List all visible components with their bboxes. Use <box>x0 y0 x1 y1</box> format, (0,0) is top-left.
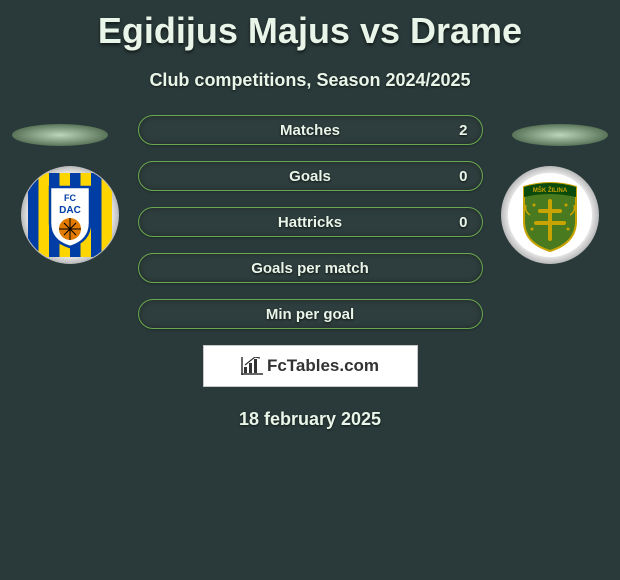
club-badge-right: MŠK ŽILINA <box>500 165 600 265</box>
club-badge-left: FC DAC <box>20 165 120 265</box>
stat-value: 0 <box>459 168 467 185</box>
stat-label: Matches <box>280 122 340 139</box>
stat-label: Hattricks <box>278 214 342 231</box>
date-label: 18 february 2025 <box>0 409 620 430</box>
player-shadow-right <box>510 123 610 147</box>
stat-row-goals-per-match: Goals per match <box>138 253 483 283</box>
svg-text:DAC: DAC <box>59 205 81 216</box>
stat-value: 2 <box>459 122 467 139</box>
comparison-panel: FC DAC MŠK ŽILINA <box>0 115 620 430</box>
stat-label: Goals per match <box>251 260 369 277</box>
svg-text:FC: FC <box>64 193 76 203</box>
svg-text:MŠK ŽILINA: MŠK ŽILINA <box>533 186 568 194</box>
brand-logo-box: FcTables.com <box>203 345 418 387</box>
stat-label: Min per goal <box>266 306 354 323</box>
stat-rows: Matches 2 Goals 0 Hattricks 0 Goals per … <box>138 115 483 329</box>
chart-icon <box>241 357 263 375</box>
stat-row-min-per-goal: Min per goal <box>138 299 483 329</box>
brand-name: FcTables.com <box>267 356 379 376</box>
stat-value: 0 <box>459 214 467 231</box>
stat-label: Goals <box>289 168 331 185</box>
player-shadow-left <box>10 123 110 147</box>
page-title: Egidijus Majus vs Drame <box>0 0 620 52</box>
subtitle: Club competitions, Season 2024/2025 <box>0 70 620 91</box>
stat-row-hattricks: Hattricks 0 <box>138 207 483 237</box>
stat-row-goals: Goals 0 <box>138 161 483 191</box>
stat-row-matches: Matches 2 <box>138 115 483 145</box>
